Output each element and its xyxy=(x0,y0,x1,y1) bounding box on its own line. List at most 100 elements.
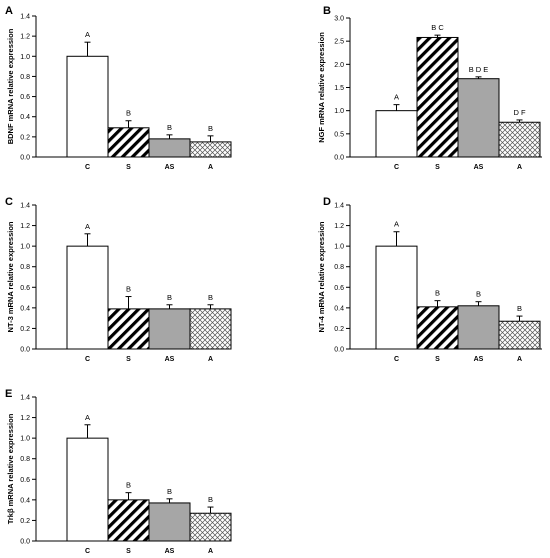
y-tick-label: 0.5 xyxy=(334,131,344,138)
y-tick-label: 1.2 xyxy=(334,223,344,230)
x-category-label: AS xyxy=(165,356,175,363)
panel-e: E 0.0 0.2 0.4 0.6 0.8 1.0 1.2 1.4 Trkβ mRNA relat… xyxy=(5,388,232,555)
panels: A 0.0 0.2 0.4 0.6 0.8 1.0 1.2 1.4 BDNF mRNA relat… xyxy=(5,5,542,555)
y-tick-label: 0.0 xyxy=(20,155,30,162)
y-tick-label: 0.2 xyxy=(20,326,30,333)
y-tick-label: 1.5 xyxy=(334,85,344,92)
y-tick-label: 1.4 xyxy=(20,203,30,210)
bar-a xyxy=(189,141,232,158)
y-tick-label: 0.6 xyxy=(20,285,30,292)
significance-label: B xyxy=(167,487,172,496)
bar-s xyxy=(107,499,150,542)
panel-letter: A xyxy=(5,5,13,17)
y-tick-label: 0.8 xyxy=(20,74,30,81)
bar-a xyxy=(189,512,232,542)
bar-a xyxy=(498,320,541,350)
significance-label: B xyxy=(208,124,213,133)
x-category-label: AS xyxy=(474,164,484,171)
significance-label: B xyxy=(126,109,131,118)
y-tick-label: 0.4 xyxy=(334,305,344,312)
significance-label: B xyxy=(517,304,522,313)
y-tick-label: 1.0 xyxy=(334,244,344,251)
x-category-label: A xyxy=(517,164,522,171)
y-axis-title: NT-4 mRNA relative expression xyxy=(317,221,326,332)
x-category-label: S xyxy=(126,548,131,555)
x-category-label: C xyxy=(85,164,90,171)
y-tick-label: 0.4 xyxy=(20,305,30,312)
panel-letter: E xyxy=(5,388,12,400)
significance-label: A xyxy=(394,93,399,102)
y-tick-label: 0.6 xyxy=(20,94,30,101)
bar-as xyxy=(148,138,191,158)
significance-label: B xyxy=(126,481,131,490)
y-tick-label: 0.0 xyxy=(334,155,344,162)
y-tick-label: 1.4 xyxy=(20,14,30,21)
y-tick-label: 0.8 xyxy=(334,264,344,271)
y-tick-label: 1.0 xyxy=(20,436,30,443)
x-category-label: A xyxy=(208,164,213,171)
x-category-label: S xyxy=(126,356,131,363)
y-tick-label: 2.5 xyxy=(334,39,344,46)
y-tick-label: 1.4 xyxy=(334,203,344,210)
x-category-label: A xyxy=(208,548,213,555)
x-category-label: AS xyxy=(474,356,484,363)
panel-c: C 0.0 0.2 0.4 0.6 0.8 1.0 1.2 1.4 NT-3 mRNA relat… xyxy=(5,196,232,363)
x-category-label: A xyxy=(208,356,213,363)
significance-label: A xyxy=(85,413,90,422)
significance-label: A xyxy=(394,220,399,229)
bar-s xyxy=(107,127,150,158)
y-tick-label: 0.2 xyxy=(20,518,30,525)
x-category-label: C xyxy=(85,548,90,555)
x-category-label: AS xyxy=(165,164,175,171)
panel-a: A 0.0 0.2 0.4 0.6 0.8 1.0 1.2 1.4 BDNF mRNA relat… xyxy=(5,5,232,171)
y-tick-label: 0.8 xyxy=(20,264,30,271)
y-tick-label: 0.2 xyxy=(20,134,30,141)
x-category-label: A xyxy=(517,356,522,363)
y-tick-label: 1.0 xyxy=(334,108,344,115)
significance-label: A xyxy=(85,222,90,231)
y-tick-label: 1.4 xyxy=(20,395,30,402)
y-tick-label: 0.0 xyxy=(20,347,30,354)
significance-label: B xyxy=(126,285,131,294)
y-tick-label: 1.2 xyxy=(20,223,30,230)
y-tick-label: 0.0 xyxy=(20,539,30,546)
x-category-label: S xyxy=(435,164,440,171)
panel-d: D 0.0 0.2 0.4 0.6 0.8 1.0 1.2 1.4 NT-4 mRNA relat… xyxy=(317,196,542,363)
bar-c xyxy=(375,110,418,158)
bar-as xyxy=(457,78,500,158)
panel-b: B 0.0 0.5 1.0 1.5 2.0 2.5 3.0 NGF mRNA relative … xyxy=(317,5,542,171)
bar-s xyxy=(107,308,150,350)
significance-label: B xyxy=(435,289,440,298)
bar-a xyxy=(498,121,541,158)
y-tick-label: 0.0 xyxy=(334,347,344,354)
x-category-label: C xyxy=(85,356,90,363)
bar-c xyxy=(66,437,109,542)
bar-a xyxy=(189,308,232,350)
significance-label: B xyxy=(476,290,481,299)
y-tick-label: 2.0 xyxy=(334,62,344,69)
significance-label: B D E xyxy=(469,65,489,74)
y-tick-label: 1.2 xyxy=(20,415,30,422)
x-category-label: S xyxy=(126,164,131,171)
y-tick-label: 0.6 xyxy=(334,285,344,292)
bar-c xyxy=(66,55,109,158)
y-axis-title: NT-3 mRNA relative expression xyxy=(6,221,15,332)
y-tick-label: 1.2 xyxy=(20,34,30,41)
x-category-label: C xyxy=(394,164,399,171)
x-category-label: S xyxy=(435,356,440,363)
y-tick-label: 0.6 xyxy=(20,477,30,484)
y-tick-label: 0.8 xyxy=(20,456,30,463)
significance-label: B xyxy=(167,293,172,302)
bar-as xyxy=(148,502,191,542)
y-tick-label: 3.0 xyxy=(334,16,344,23)
significance-label: B xyxy=(208,293,213,302)
bar-c xyxy=(375,245,418,350)
significance-label: B xyxy=(167,123,172,132)
bar-as xyxy=(148,308,191,350)
x-category-label: C xyxy=(394,356,399,363)
panel-letter: C xyxy=(5,196,13,208)
y-tick-label: 1.0 xyxy=(20,244,30,251)
bar-c xyxy=(66,245,109,350)
significance-label: B xyxy=(208,495,213,504)
